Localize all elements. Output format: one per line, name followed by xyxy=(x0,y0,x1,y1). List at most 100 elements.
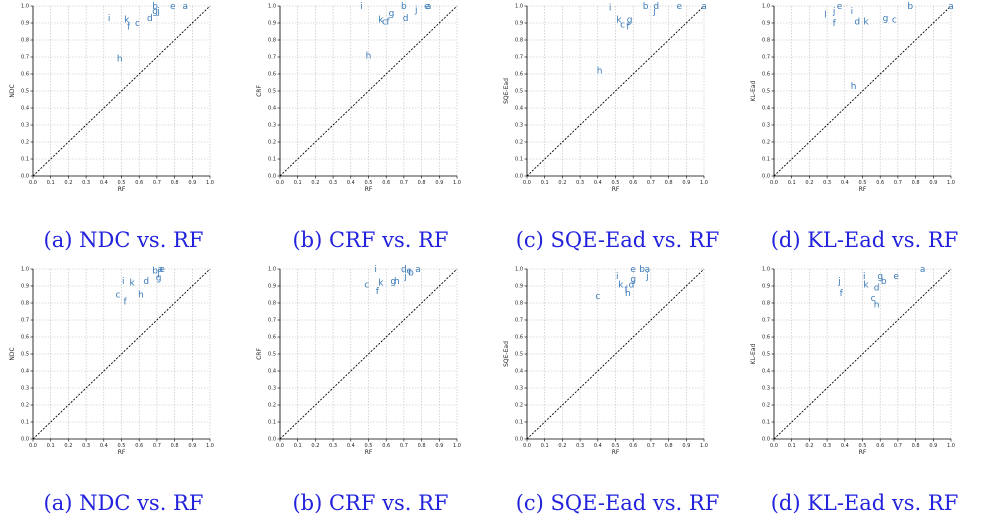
data-point-label: c xyxy=(595,292,600,302)
x-tick-label: 0.1 xyxy=(47,180,55,186)
data-point-label: c xyxy=(135,19,140,29)
x-tick-label: 0.5 xyxy=(365,180,373,186)
data-point-label: k xyxy=(863,280,869,290)
y-tick-label: 0.0 xyxy=(762,174,770,180)
y-tick-label: 1.0 xyxy=(515,267,523,273)
figure-caption: (b) CRF vs. RF xyxy=(292,228,449,252)
data-point-label: h xyxy=(625,289,631,299)
y-tick-label: 0.6 xyxy=(21,72,29,78)
y-axis-label: CRF xyxy=(256,85,263,97)
x-tick-label: 0.3 xyxy=(329,443,337,449)
x-tick-label: 0.6 xyxy=(629,443,637,449)
data-point-label: f xyxy=(840,289,844,299)
y-tick-label: 0.6 xyxy=(762,72,770,78)
y-tick-label: 0.1 xyxy=(268,420,276,426)
x-tick-label: 0.3 xyxy=(82,443,90,449)
data-point-label: f xyxy=(626,22,630,32)
x-tick-label: 0.5 xyxy=(118,180,126,186)
data-point-label: f xyxy=(833,19,837,29)
x-tick-label: 0.0 xyxy=(523,443,531,449)
data-point-label: c xyxy=(364,280,369,290)
y-axis-label: NDC xyxy=(9,347,16,360)
data-point-label: g xyxy=(156,274,162,284)
x-tick-label: 1.0 xyxy=(206,180,214,186)
y-tick-label: 0.8 xyxy=(762,301,770,307)
x-tick-label: 0.3 xyxy=(576,443,584,449)
x-tick-label: 0.3 xyxy=(823,180,831,186)
x-tick-label: 0.1 xyxy=(541,180,549,186)
y-tick-label: 0.7 xyxy=(515,55,523,61)
scatter-plot: 0.00.0 0.1 0.1 0.2 0.2 0.3 0.3 0.4 0.4 0.5 0.5 0.6 0… xyxy=(256,265,461,456)
figure-caption: (a) NDC vs. RF xyxy=(43,491,204,515)
data-point-label: f xyxy=(127,22,131,32)
y-tick-label: 0.6 xyxy=(515,72,523,78)
chart-panel: 0.0 0.0 0.1 0.1 0.2 0.2 0.3 0.3 0.4 0.4 0.5 0.5 0.6 0… xyxy=(494,263,741,526)
y-tick-label: 0.6 xyxy=(762,335,770,341)
data-point-label: g xyxy=(152,7,158,17)
chart-panel: 0.0 0.0 0.1 0.1 0.2 0.2 0.3 0.3 0.4 0.4 0.5 0.5 0.6 0… xyxy=(494,0,741,263)
y-tick-label: 0.1 xyxy=(268,157,276,163)
y-tick-label: 0.1 xyxy=(762,420,770,426)
data-point-label: c xyxy=(871,294,876,304)
data-point-label: i xyxy=(122,277,125,287)
data-point-label: k xyxy=(616,16,622,26)
x-tick-label: 0.2 xyxy=(311,180,319,186)
data-point-label: j xyxy=(156,268,160,278)
x-tick-label: 0.0 xyxy=(276,180,284,186)
data-point-label: b xyxy=(152,267,158,277)
x-axis-label: RF xyxy=(365,449,373,456)
scatter-plot: 0.00.0 0.1 0.1 0.2 0.2 0.3 0.3 0.4 0.4 0.5 0.5 0.6 0… xyxy=(256,2,461,193)
x-axis-label: RF xyxy=(118,449,126,456)
x-tick-label: 0.5 xyxy=(859,180,867,186)
scatter-plot: 0.00.0 0.1 0.1 0.2 0.2 0.3 0.3 0.4 0.4 0.5 0.5 0.6 0… xyxy=(9,265,214,456)
data-point-label: i xyxy=(360,2,363,12)
figure-caption: (c) SQE-Ead vs. RF xyxy=(515,228,720,252)
x-tick-label: 1.0 xyxy=(947,180,955,186)
data-point-label: e xyxy=(893,272,899,282)
data-point-label: l xyxy=(824,11,827,21)
data-point-label: g xyxy=(389,9,395,19)
x-axis-label: RF xyxy=(859,186,867,193)
diagonal-line xyxy=(279,268,458,440)
y-tick-label: 0.6 xyxy=(515,335,523,341)
x-tick-label: 0.4 xyxy=(841,180,849,186)
x-tick-label: 0.9 xyxy=(929,180,937,186)
x-tick-label: 1.0 xyxy=(700,180,708,186)
y-tick-label: 0.4 xyxy=(268,106,276,112)
x-tick-label: 0.7 xyxy=(647,180,655,186)
data-point-label: i xyxy=(616,272,619,282)
chart-panel: 0.0 0.0 0.1 0.1 0.2 0.2 0.3 0.3 0.4 0.4 0.5 0.5 0.6 0… xyxy=(741,0,988,263)
x-tick-label: 0.9 xyxy=(682,180,690,186)
data-point-label: a xyxy=(701,2,707,12)
y-tick-label: 0.0 xyxy=(762,437,770,443)
data-point-label: c xyxy=(382,17,387,27)
x-tick-label: 0.9 xyxy=(929,443,937,449)
y-tick-label: 0.2 xyxy=(21,140,29,146)
data-point-label: j xyxy=(414,5,418,15)
y-tick-label: 0.2 xyxy=(515,140,523,146)
chart-panel: 0.0 0.0 0.1 0.1 0.2 0.2 0.3 0.3 0.4 0.4 0.5 0.5 0.6 0… xyxy=(247,263,494,526)
y-tick-label: 0.5 xyxy=(268,352,276,358)
data-point-label: a xyxy=(645,265,651,275)
y-tick-label: 0.4 xyxy=(268,369,276,375)
data-point-label: h xyxy=(874,301,880,311)
y-tick-label: 0.2 xyxy=(762,403,770,409)
x-tick-label: 0.3 xyxy=(576,180,584,186)
x-tick-label: 0.8 xyxy=(418,443,426,449)
y-tick-label: 0.5 xyxy=(268,89,276,95)
data-point-label: h xyxy=(851,82,857,92)
x-tick-label: 0.6 xyxy=(135,180,143,186)
y-tick-label: 0.7 xyxy=(21,318,29,324)
x-tick-label: 0.8 xyxy=(665,443,673,449)
x-tick-label: 1.0 xyxy=(947,443,955,449)
data-point-label: f xyxy=(376,287,380,297)
data-point-label: d xyxy=(401,265,407,275)
figure-caption: (c) SQE-Ead vs. RF xyxy=(515,491,720,515)
data-point-label: d xyxy=(874,284,880,294)
x-tick-label: 0.4 xyxy=(100,443,108,449)
y-tick-label: 0.1 xyxy=(21,157,29,163)
y-tick-label: 0.6 xyxy=(268,72,276,78)
y-tick-label: 0.3 xyxy=(268,386,276,392)
data-point-label: a xyxy=(948,2,954,12)
scatter-plot: 0.00.0 0.1 0.1 0.2 0.2 0.3 0.3 0.4 0.4 0.5 0.5 0.6 0… xyxy=(750,2,955,193)
